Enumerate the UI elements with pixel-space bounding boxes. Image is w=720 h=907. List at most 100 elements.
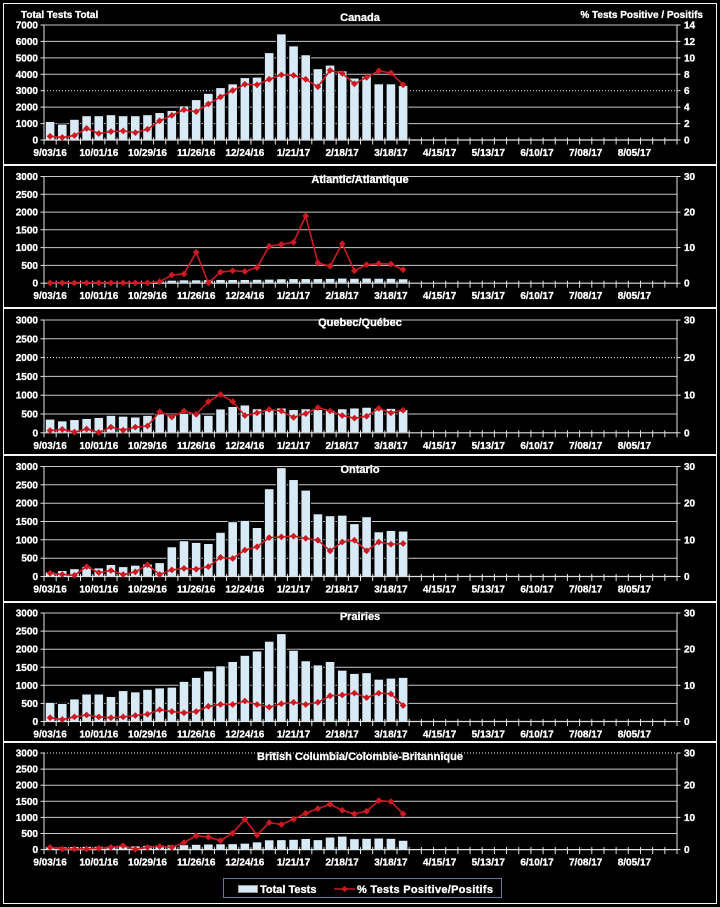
svg-text:5/13/17: 5/13/17 bbox=[472, 730, 506, 741]
svg-text:3/18/17: 3/18/17 bbox=[374, 291, 408, 302]
svg-text:3/18/17: 3/18/17 bbox=[374, 858, 408, 869]
svg-text:2/18/17: 2/18/17 bbox=[326, 585, 360, 596]
svg-text:3/18/17: 3/18/17 bbox=[374, 730, 408, 741]
svg-text:11/26/16: 11/26/16 bbox=[177, 730, 216, 741]
svg-text:Atlantic/Atlantique: Atlantic/Atlantique bbox=[311, 174, 408, 186]
svg-text:20: 20 bbox=[684, 781, 696, 792]
svg-text:5/13/17: 5/13/17 bbox=[472, 441, 506, 452]
svg-text:4: 4 bbox=[684, 103, 690, 114]
svg-text:0: 0 bbox=[32, 717, 38, 728]
svg-text:14: 14 bbox=[684, 21, 696, 32]
svg-text:11/26/16: 11/26/16 bbox=[177, 291, 216, 302]
svg-text:11/26/16: 11/26/16 bbox=[177, 148, 216, 159]
svg-text:Total Tests Total: Total Tests Total bbox=[21, 10, 98, 21]
svg-text:4/15/17: 4/15/17 bbox=[423, 730, 457, 741]
svg-text:10: 10 bbox=[684, 391, 696, 402]
svg-text:10/29/16: 10/29/16 bbox=[128, 291, 167, 302]
svg-text:2000: 2000 bbox=[16, 781, 39, 792]
svg-text:10: 10 bbox=[684, 243, 696, 254]
svg-text:500: 500 bbox=[21, 829, 38, 840]
svg-text:9/03/16: 9/03/16 bbox=[33, 858, 67, 869]
svg-text:30: 30 bbox=[684, 462, 696, 473]
svg-text:30: 30 bbox=[684, 609, 696, 620]
svg-text:10: 10 bbox=[684, 681, 696, 692]
svg-text:1/21/17: 1/21/17 bbox=[277, 730, 311, 741]
svg-text:3000: 3000 bbox=[16, 316, 39, 327]
svg-text:30: 30 bbox=[684, 749, 696, 760]
svg-text:1500: 1500 bbox=[16, 372, 39, 383]
svg-text:8/05/17: 8/05/17 bbox=[618, 585, 652, 596]
svg-text:10/29/16: 10/29/16 bbox=[128, 148, 167, 159]
svg-text:0: 0 bbox=[32, 428, 38, 439]
svg-text:6/10/17: 6/10/17 bbox=[520, 441, 554, 452]
svg-text:5000: 5000 bbox=[16, 53, 39, 64]
svg-text:1/21/17: 1/21/17 bbox=[277, 148, 311, 159]
svg-text:10/29/16: 10/29/16 bbox=[128, 585, 167, 596]
svg-text:1/21/17: 1/21/17 bbox=[277, 441, 311, 452]
svg-text:12/24/16: 12/24/16 bbox=[225, 291, 264, 302]
svg-text:12/24/16: 12/24/16 bbox=[225, 441, 264, 452]
svg-text:0: 0 bbox=[684, 136, 690, 147]
svg-text:1000: 1000 bbox=[16, 813, 39, 824]
svg-text:10/29/16: 10/29/16 bbox=[128, 858, 167, 869]
svg-text:6: 6 bbox=[684, 86, 690, 97]
svg-text:3000: 3000 bbox=[16, 609, 39, 620]
svg-text:10: 10 bbox=[684, 813, 696, 824]
svg-text:1000: 1000 bbox=[16, 535, 39, 546]
svg-text:10: 10 bbox=[684, 535, 696, 546]
svg-text:2/18/17: 2/18/17 bbox=[326, 148, 360, 159]
svg-text:1500: 1500 bbox=[16, 797, 39, 808]
svg-text:7/08/17: 7/08/17 bbox=[569, 585, 603, 596]
svg-text:3/18/17: 3/18/17 bbox=[374, 148, 408, 159]
svg-text:3/18/17: 3/18/17 bbox=[374, 441, 408, 452]
svg-text:2000: 2000 bbox=[16, 353, 39, 364]
svg-text:0: 0 bbox=[684, 428, 690, 439]
svg-text:500: 500 bbox=[21, 554, 38, 565]
svg-text:4/15/17: 4/15/17 bbox=[423, 858, 457, 869]
svg-text:1500: 1500 bbox=[16, 517, 39, 528]
svg-text:0: 0 bbox=[684, 279, 690, 290]
svg-text:1/21/17: 1/21/17 bbox=[277, 291, 311, 302]
svg-text:8/05/17: 8/05/17 bbox=[618, 148, 652, 159]
svg-text:4/15/17: 4/15/17 bbox=[423, 441, 457, 452]
svg-text:2000: 2000 bbox=[16, 645, 39, 656]
svg-text:3000: 3000 bbox=[16, 86, 39, 97]
svg-text:6/10/17: 6/10/17 bbox=[520, 730, 554, 741]
svg-text:5/13/17: 5/13/17 bbox=[472, 585, 506, 596]
svg-text:4/15/17: 4/15/17 bbox=[423, 148, 457, 159]
svg-text:2500: 2500 bbox=[16, 190, 39, 201]
svg-text:2000: 2000 bbox=[16, 208, 39, 219]
svg-text:12/24/16: 12/24/16 bbox=[225, 148, 264, 159]
svg-text:30: 30 bbox=[684, 316, 696, 327]
svg-text:0: 0 bbox=[32, 845, 38, 856]
svg-text:12: 12 bbox=[684, 37, 696, 48]
svg-text:6/10/17: 6/10/17 bbox=[520, 291, 554, 302]
svg-text:5/13/17: 5/13/17 bbox=[472, 148, 506, 159]
svg-text:10/01/16: 10/01/16 bbox=[79, 858, 118, 869]
svg-text:20: 20 bbox=[684, 208, 696, 219]
svg-text:500: 500 bbox=[21, 699, 38, 710]
svg-text:0: 0 bbox=[684, 717, 690, 728]
svg-text:7/08/17: 7/08/17 bbox=[569, 858, 603, 869]
svg-text:11/26/16: 11/26/16 bbox=[177, 585, 216, 596]
svg-text:Prairies: Prairies bbox=[340, 611, 380, 623]
svg-text:7/08/17: 7/08/17 bbox=[569, 730, 603, 741]
svg-text:11/26/16: 11/26/16 bbox=[177, 858, 216, 869]
svg-text:4000: 4000 bbox=[16, 70, 39, 81]
svg-text:30: 30 bbox=[684, 172, 696, 183]
svg-text:10/01/16: 10/01/16 bbox=[79, 441, 118, 452]
svg-text:1000: 1000 bbox=[16, 681, 39, 692]
svg-text:10/01/16: 10/01/16 bbox=[79, 291, 118, 302]
svg-text:2/18/17: 2/18/17 bbox=[326, 858, 360, 869]
svg-text:1/21/17: 1/21/17 bbox=[277, 858, 311, 869]
svg-text:8/05/17: 8/05/17 bbox=[618, 441, 652, 452]
svg-text:2/18/17: 2/18/17 bbox=[326, 730, 360, 741]
svg-text:% Tests Positive/Positifs: % Tests Positive/Positifs bbox=[357, 884, 493, 896]
svg-text:2/18/17: 2/18/17 bbox=[326, 441, 360, 452]
svg-text:12/24/16: 12/24/16 bbox=[225, 730, 264, 741]
svg-text:0: 0 bbox=[32, 279, 38, 290]
svg-text:1500: 1500 bbox=[16, 663, 39, 674]
svg-text:1/21/17: 1/21/17 bbox=[277, 585, 311, 596]
svg-text:2000: 2000 bbox=[16, 103, 39, 114]
svg-text:Canada: Canada bbox=[340, 12, 381, 24]
